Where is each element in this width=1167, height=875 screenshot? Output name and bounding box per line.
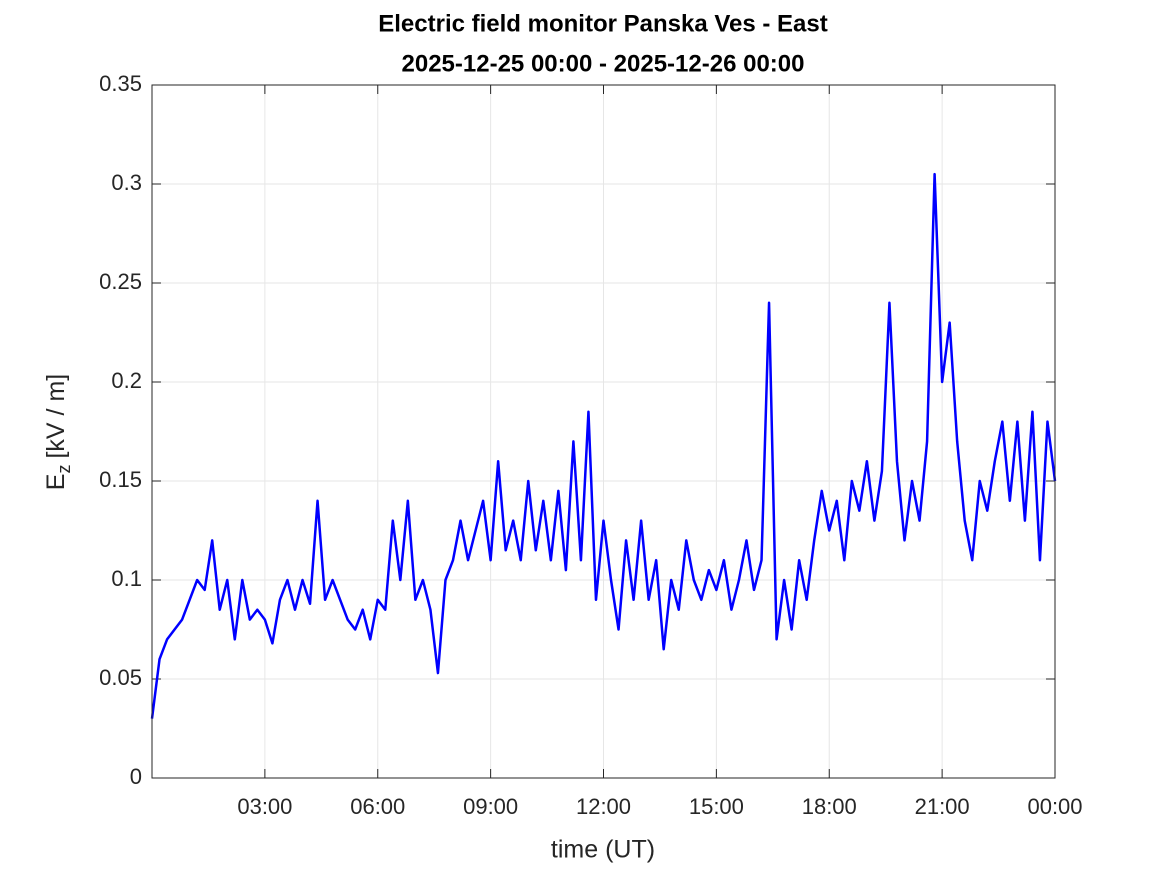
- y-tick-label: 0.05: [99, 665, 142, 690]
- plot-area: 0 0.05 0.1 0.15 0.2 0.25 0.3 0.35 03:00 06:00 09:0…: [99, 71, 1082, 819]
- axes-box: [151, 84, 1056, 779]
- data-line: [150, 172, 1057, 719]
- x-tick-label: 18:00: [802, 794, 857, 819]
- x-tick-label: 09:00: [463, 794, 518, 819]
- x-tick-label: 03:00: [237, 794, 292, 819]
- y-tick-label: 0.15: [99, 467, 142, 492]
- y-tick-label: 0.1: [111, 566, 142, 591]
- y-axis-label: Ez [kV / m]: [42, 374, 74, 490]
- y-label-sub: z: [54, 465, 74, 474]
- y-tick-label: 0.35: [99, 71, 142, 96]
- x-tick-label: 12:00: [576, 794, 631, 819]
- y-tick-label: 0: [130, 764, 142, 789]
- y-tick-label: 0.2: [111, 368, 142, 393]
- y-label-main: E: [42, 474, 70, 491]
- x-axis-label: time (UT): [551, 836, 655, 864]
- x-tick-label: 21:00: [915, 794, 970, 819]
- chart-title: Electric field monitor Panska Ves - East: [378, 10, 828, 37]
- x-tick-label: 15:00: [689, 794, 744, 819]
- y-tick-label: 0.25: [99, 269, 142, 294]
- chart-subtitle: 2025-12-25 00:00 - 2025-12-26 00:00: [402, 50, 805, 77]
- y-label-unit: [kV / m]: [42, 374, 70, 459]
- x-tick-label: 06:00: [350, 794, 405, 819]
- x-tick-label: 00:00: [1027, 794, 1082, 819]
- y-tick-label: 0.3: [111, 170, 142, 195]
